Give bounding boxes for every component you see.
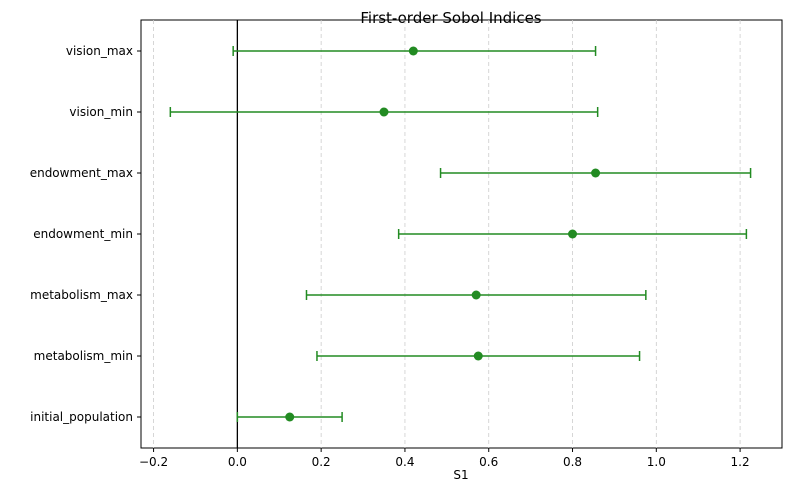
data-point (471, 290, 481, 300)
y-tick-label: metabolism_max (30, 288, 133, 302)
y-tick-label: initial_population (30, 410, 133, 424)
y-tick-label: vision_max (66, 44, 133, 58)
chart-title: First-order Sobol Indices (360, 9, 541, 27)
x-tick-label: 1.2 (731, 455, 750, 469)
y-tick-label: vision_min (69, 105, 133, 119)
data-point (473, 351, 483, 361)
y-tick-label: metabolism_min (34, 349, 133, 363)
data-point (285, 412, 295, 422)
data-point (379, 107, 389, 117)
x-tick-label: 0.2 (312, 455, 331, 469)
data-point (568, 229, 578, 239)
x-tick-label: −0.2 (139, 455, 168, 469)
y-tick-label: endowment_min (33, 227, 133, 241)
y-axis: vision_max vision_min endowment_maxendowme… (30, 44, 141, 424)
series-layer (169, 46, 752, 422)
x-tick-label: 0.8 (563, 455, 582, 469)
data-point (408, 46, 418, 56)
x-tick-label: 0.4 (395, 455, 414, 469)
y-tick-label: endowment_max (30, 166, 133, 180)
x-axis: −0.2 0.0 0.2 0.4 0.6 0.8 1.0 1.2 (139, 448, 750, 469)
x-tick-label: 0.6 (479, 455, 498, 469)
x-axis-label: S1 (453, 468, 468, 482)
data-point (591, 168, 601, 178)
x-tick-label: 1.0 (647, 455, 666, 469)
x-tick-label: 0.0 (228, 455, 247, 469)
